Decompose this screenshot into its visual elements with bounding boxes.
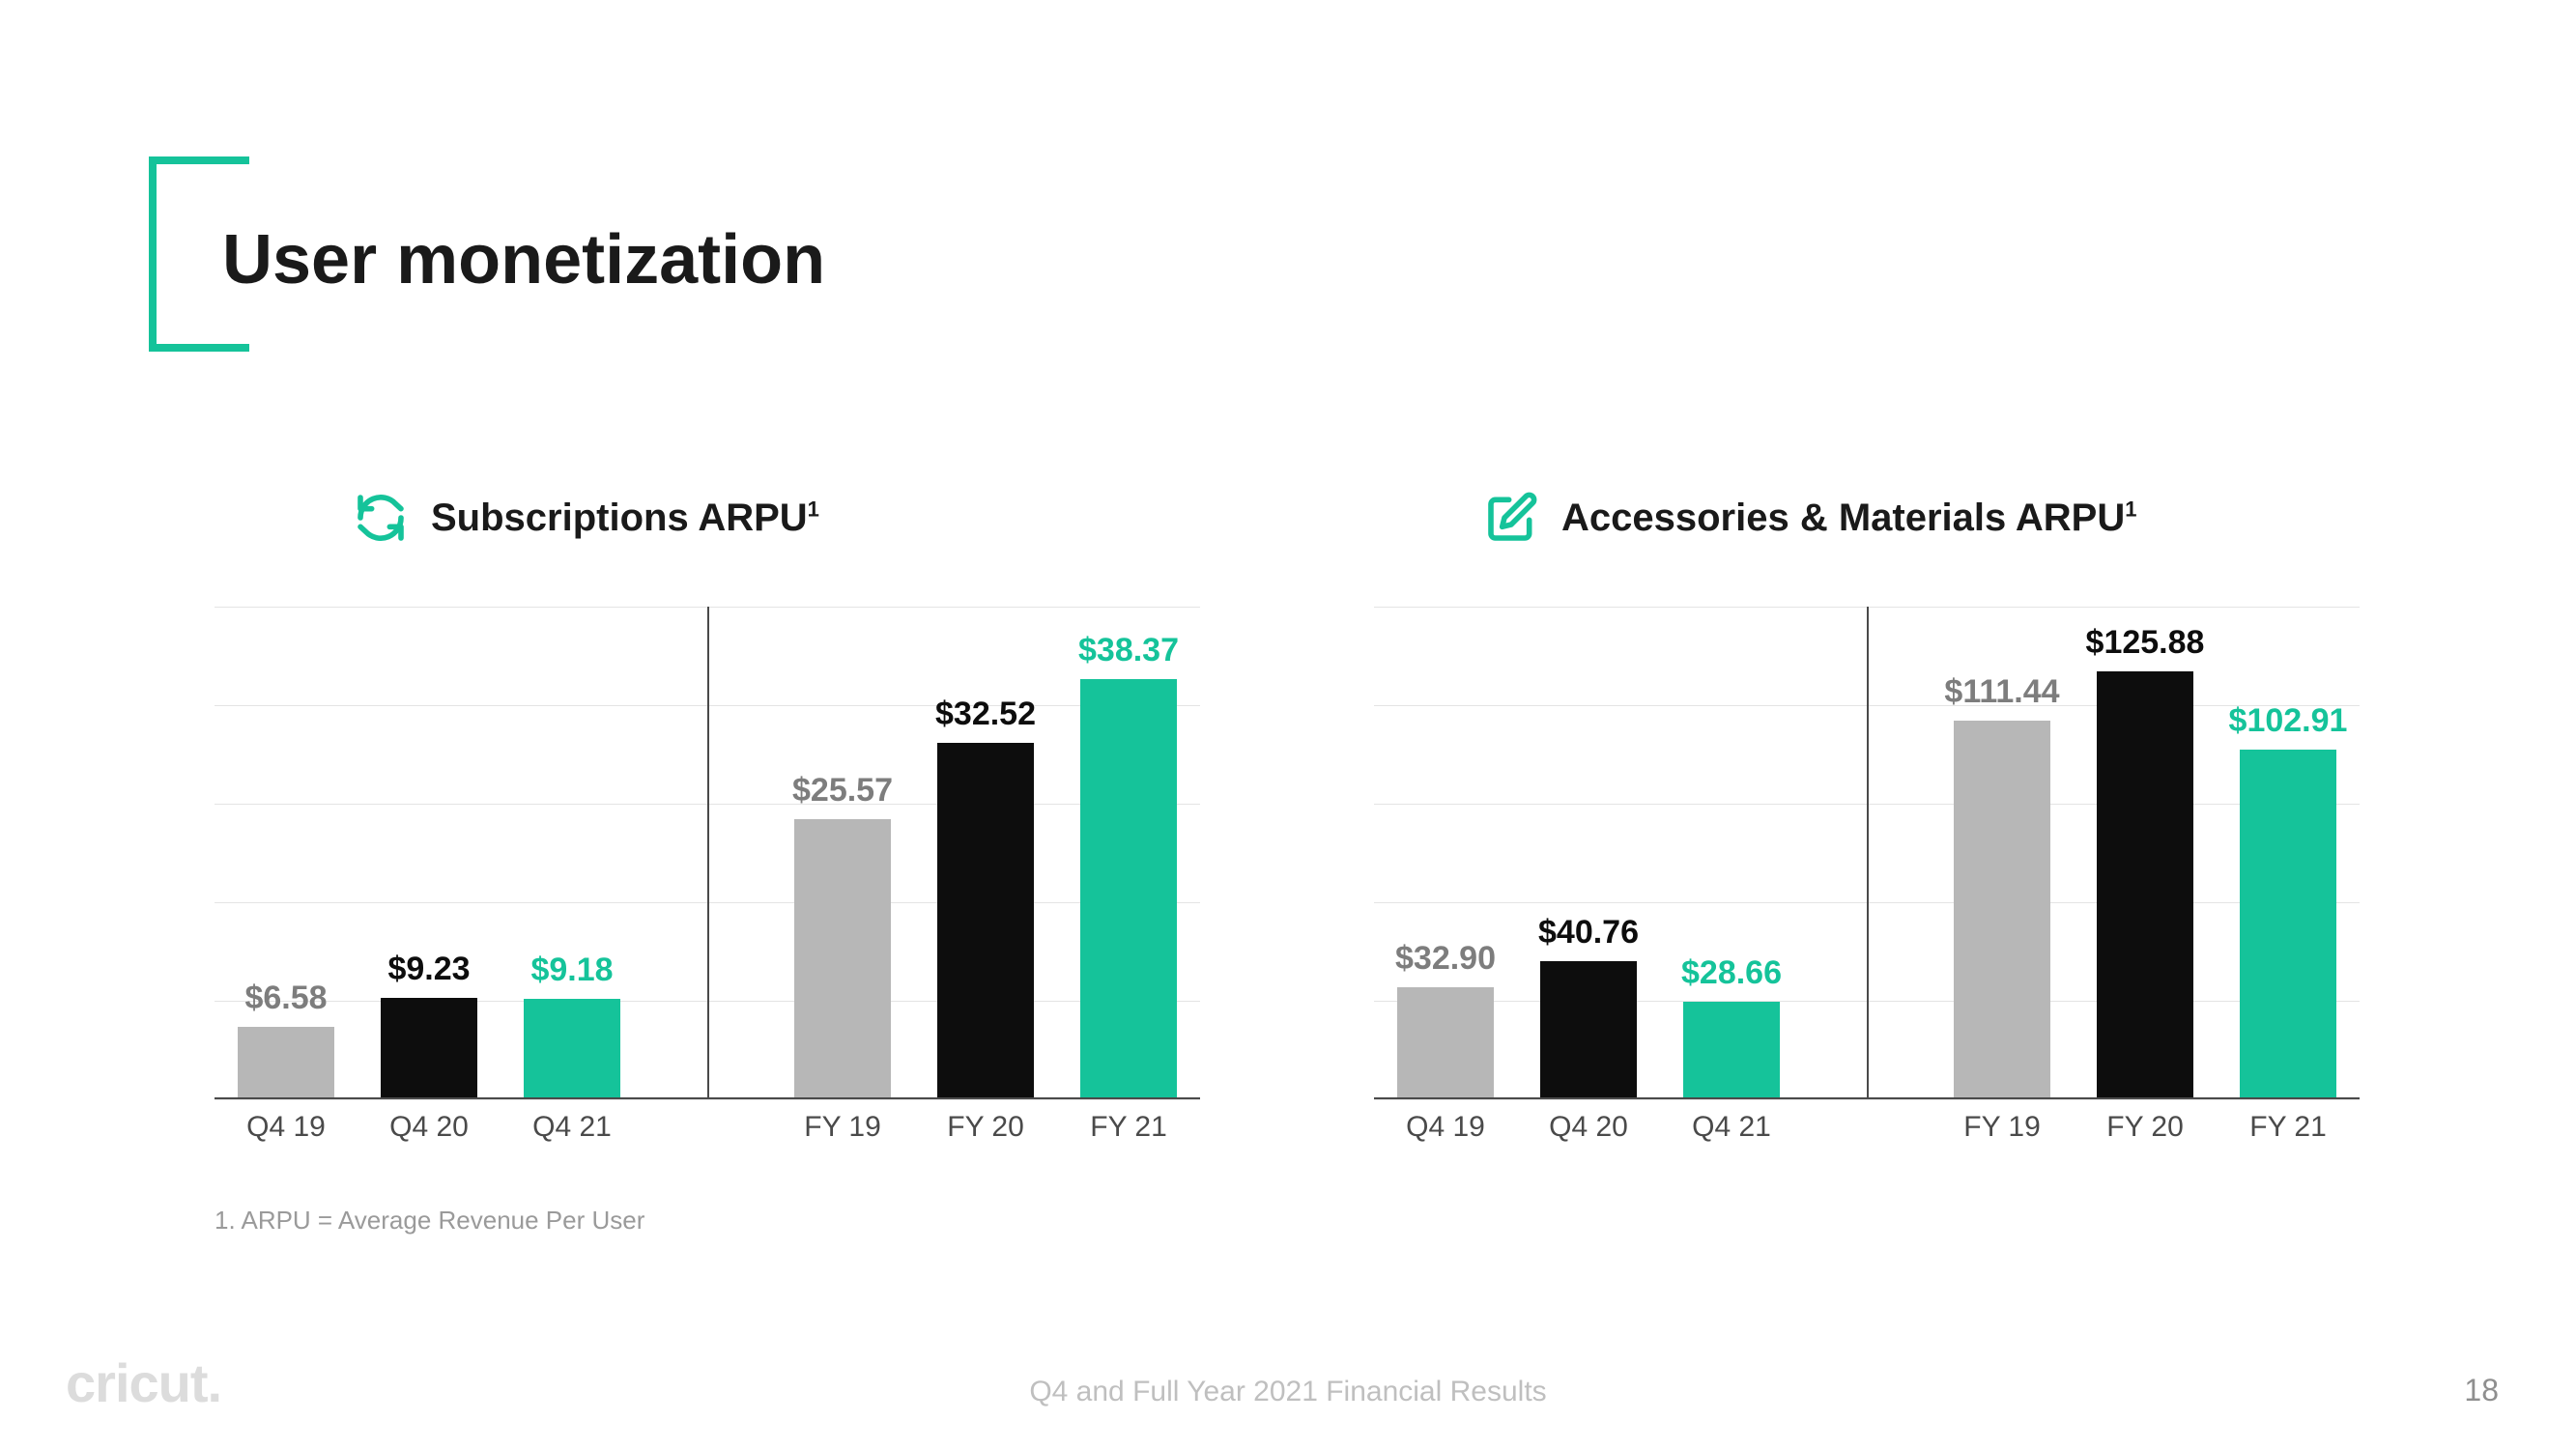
group-divider <box>707 607 709 1099</box>
bar <box>2097 671 2193 1099</box>
bar <box>1540 961 1637 1099</box>
edit-icon <box>1484 491 1538 545</box>
bar-q419: $32.90Q4 19 <box>1397 607 1494 1099</box>
bar-fy19: $25.57FY 19 <box>794 607 891 1099</box>
page-title: User monetization <box>222 220 825 299</box>
bar-fy21: $38.37FY 21 <box>1080 607 1177 1099</box>
bar-value-label: $111.44 <box>1905 673 2099 711</box>
bar <box>2240 750 2336 1099</box>
bar <box>937 743 1034 1099</box>
bar-fy21: $102.91FY 21 <box>2240 607 2336 1099</box>
chart-inner: $32.90Q4 19 $40.76Q4 20 $28.66Q4 21 $111.44… <box>1374 607 2360 1099</box>
bar-q419: $6.58Q4 19 <box>238 607 334 1099</box>
bar-value-label: $32.52 <box>889 696 1082 733</box>
bar-q421: $9.18Q4 21 <box>524 607 620 1099</box>
bar-value-label: $25.57 <box>746 772 939 810</box>
bar-q420: $40.76Q4 20 <box>1540 607 1637 1099</box>
bar-value-label: $38.37 <box>1032 632 1225 669</box>
subscriptions-title-row: Subscriptions ARPU1 <box>354 491 819 545</box>
bar-value-label: $102.91 <box>2191 702 2385 740</box>
gridline <box>215 1099 1200 1100</box>
bars-area: $6.58Q4 19 $9.23Q4 20 $9.18Q4 21 $25.57FY 1… <box>215 607 1200 1099</box>
category-label: Q4 21 <box>1635 1111 1828 1144</box>
bar-fy20: $125.88FY 20 <box>2097 607 2193 1099</box>
subscriptions-chart: $6.58Q4 19 $9.23Q4 20 $9.18Q4 21 $25.57FY 1… <box>215 607 1200 1099</box>
category-label: FY 21 <box>1032 1111 1225 1144</box>
bar <box>524 999 620 1099</box>
footnote: 1. ARPU = Average Revenue Per User <box>215 1206 644 1236</box>
bar-value-label: $125.88 <box>2048 624 2242 662</box>
category-label: Q4 21 <box>475 1111 669 1144</box>
footer-caption: Q4 and Full Year 2021 Financial Results <box>0 1376 2576 1408</box>
bar <box>1954 721 2050 1099</box>
bar-fy19: $111.44FY 19 <box>1954 607 2050 1099</box>
refresh-icon <box>354 491 408 545</box>
bar-value-label: $40.76 <box>1492 914 1685 952</box>
bar-fy20: $32.52FY 20 <box>937 607 1034 1099</box>
bar <box>1683 1002 1780 1099</box>
bar <box>794 819 891 1099</box>
subscriptions-title: Subscriptions ARPU1 <box>431 497 819 540</box>
category-label: FY 21 <box>2191 1111 2385 1144</box>
slide: User monetization Subscriptions ARPU1 Ac… <box>0 0 2576 1449</box>
bars-area: $32.90Q4 19 $40.76Q4 20 $28.66Q4 21 $111.44… <box>1374 607 2360 1099</box>
accessories-title-row: Accessories & Materials ARPU1 <box>1484 491 2136 545</box>
group-divider <box>1867 607 1869 1099</box>
accessories-title: Accessories & Materials ARPU1 <box>1561 497 2136 540</box>
gridline <box>1374 1099 2360 1100</box>
bar <box>238 1027 334 1099</box>
bar-q421: $28.66Q4 21 <box>1683 607 1780 1099</box>
chart-inner: $6.58Q4 19 $9.23Q4 20 $9.18Q4 21 $25.57FY 1… <box>215 607 1200 1099</box>
page-number: 18 <box>2464 1373 2499 1408</box>
bar-value-label: $9.18 <box>475 952 669 989</box>
accessories-chart: $32.90Q4 19 $40.76Q4 20 $28.66Q4 21 $111.44… <box>1374 607 2360 1099</box>
bar <box>1397 987 1494 1099</box>
bar <box>1080 679 1177 1099</box>
baseline <box>1374 1097 2360 1099</box>
bar-q420: $9.23Q4 20 <box>381 607 477 1099</box>
bar-value-label: $28.66 <box>1635 954 1828 992</box>
baseline <box>215 1097 1200 1099</box>
bar <box>381 998 477 1099</box>
